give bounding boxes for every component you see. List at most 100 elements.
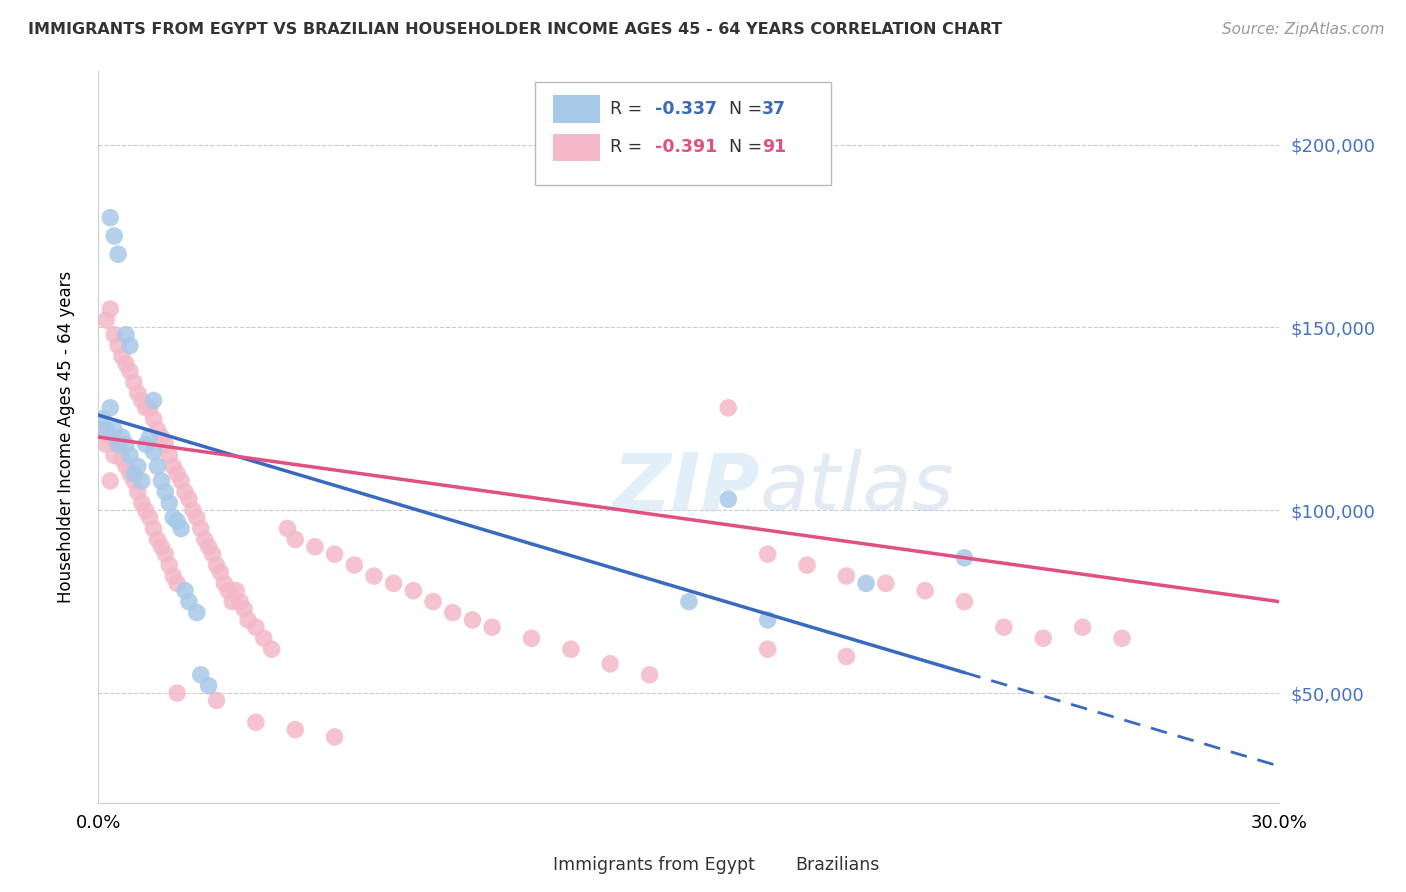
Point (98, 430, 121, 444)
Point (131, 393, 153, 408)
Point (111, 350, 134, 364)
Point (197, 540, 219, 554)
Point (118, 338, 141, 352)
Point (363, 569, 385, 583)
Point (142, 393, 165, 408)
Point (122, 375, 145, 389)
Point (174, 484, 197, 499)
Point (103, 448, 125, 462)
Point (221, 594, 243, 608)
Point (323, 730, 346, 744)
Point (107, 437, 129, 451)
Point (233, 602, 256, 616)
Point (122, 474, 145, 488)
Point (107, 338, 129, 352)
Point (157, 558, 180, 573)
Point (150, 430, 173, 444)
Point (756, 547, 779, 561)
Point (146, 459, 169, 474)
Point (162, 510, 184, 524)
Text: Source: ZipAtlas.com: Source: ZipAtlas.com (1222, 22, 1385, 37)
Point (186, 510, 208, 524)
Point (103, 327, 125, 342)
Text: R =: R = (610, 100, 648, 118)
Point (150, 540, 173, 554)
Text: N =: N = (718, 138, 768, 156)
Point (599, 657, 621, 671)
Point (953, 594, 976, 608)
Point (115, 357, 138, 371)
Point (150, 474, 173, 488)
Point (717, 401, 740, 415)
Point (756, 642, 779, 657)
Point (245, 715, 267, 730)
Text: N =: N = (718, 100, 768, 118)
FancyBboxPatch shape (501, 854, 547, 876)
Point (382, 576, 405, 591)
Point (127, 484, 149, 499)
Point (177, 594, 200, 608)
Point (157, 448, 180, 462)
Point (170, 521, 193, 535)
Point (107, 437, 129, 451)
Point (402, 583, 425, 598)
Text: Immigrants from Egypt: Immigrants from Egypt (553, 856, 755, 874)
Point (205, 558, 228, 573)
Point (520, 632, 543, 646)
Point (162, 569, 184, 583)
Point (186, 606, 208, 620)
Point (205, 693, 228, 707)
Point (197, 679, 219, 693)
Point (284, 723, 307, 737)
Point (135, 503, 157, 517)
Point (181, 503, 204, 517)
Point (875, 576, 897, 591)
Point (157, 496, 180, 510)
Point (131, 474, 153, 488)
Point (245, 620, 267, 634)
Point (481, 620, 503, 634)
Point (1111, 632, 1133, 646)
Point (209, 566, 232, 580)
Point (304, 540, 326, 554)
Point (103, 228, 125, 243)
Text: -0.337: -0.337 (655, 100, 717, 118)
Point (194, 533, 217, 547)
Text: Brazilians: Brazilians (796, 856, 880, 874)
Point (166, 467, 188, 481)
Point (253, 632, 276, 646)
Point (111, 452, 134, 467)
Point (201, 547, 224, 561)
Point (135, 437, 157, 451)
Point (225, 583, 247, 598)
Point (177, 492, 200, 507)
Point (127, 459, 149, 474)
Point (142, 411, 165, 425)
FancyBboxPatch shape (553, 95, 600, 122)
Point (260, 642, 283, 657)
Text: 91: 91 (762, 138, 786, 156)
FancyBboxPatch shape (553, 134, 600, 161)
Point (155, 547, 177, 561)
Point (229, 594, 252, 608)
Point (323, 547, 346, 561)
Point (461, 613, 484, 627)
Text: IMMIGRANTS FROM EGYPT VS BRAZILIAN HOUSEHOLDER INCOME AGES 45 - 64 YEARS CORRELA: IMMIGRANTS FROM EGYPT VS BRAZILIAN HOUSE… (28, 22, 1002, 37)
Point (96, 313, 118, 327)
Point (166, 576, 188, 591)
Point (115, 459, 138, 474)
Point (796, 558, 818, 573)
Point (142, 444, 165, 458)
Point (717, 492, 740, 507)
Point (115, 327, 138, 342)
Point (98, 211, 121, 225)
Point (953, 550, 976, 565)
Point (190, 521, 212, 535)
Point (155, 437, 177, 451)
Point (103, 423, 125, 437)
Point (678, 594, 700, 608)
Point (131, 496, 153, 510)
Point (96, 423, 118, 437)
Point (343, 558, 366, 573)
Point (91, 411, 114, 425)
